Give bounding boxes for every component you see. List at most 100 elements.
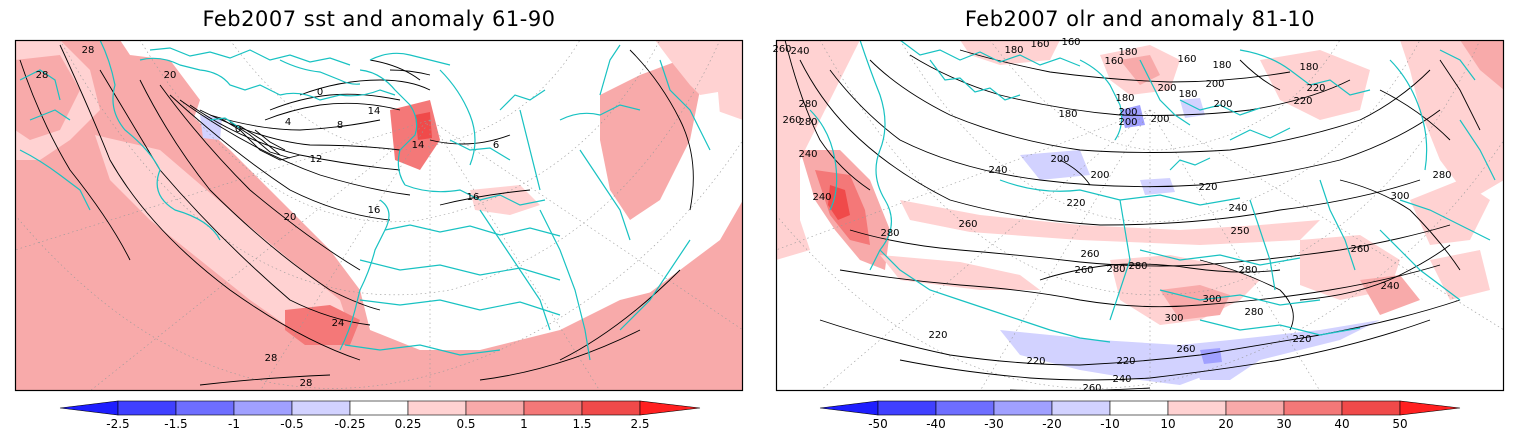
olr-contour-label: 240 [812, 192, 831, 203]
olr-contour-label: 260 [1074, 265, 1093, 276]
sst-map-frame [14, 39, 744, 392]
olr-map [776, 40, 1504, 391]
olr-graticule [776, 40, 1504, 391]
sst-colorbar: -2.5 -1.5 -1 -0.5 -0.25 0.25 0.5 1 1.5 2… [59, 400, 701, 430]
sst-contour-label: 0 [317, 87, 323, 98]
sst-colorbar-tick: 2.5 [630, 417, 649, 430]
olr-contour-label: 280 [1106, 264, 1125, 275]
olr-colorbar-bin [1051, 400, 1111, 416]
olr-contour-label: 220 [1066, 198, 1085, 209]
olr-contour-label: 180 [1299, 62, 1318, 73]
olr-contour-label: 180 [1118, 47, 1137, 58]
sst-colorbar-tick: -2.5 [106, 417, 129, 430]
olr-contour-label: 260 [1350, 244, 1369, 255]
olr-contour-label: 200 [1150, 114, 1169, 125]
olr-colorbar-bin [1225, 400, 1285, 416]
olr-contour-label: 240 [790, 46, 809, 57]
sst-contour-label: 8 [337, 120, 343, 131]
olr-colorbar-tick: -20 [1042, 417, 1062, 430]
sst-contour-label: 28 [265, 353, 278, 364]
olr-contour-label: 280 [880, 228, 899, 239]
olr-contour-label: 180 [1058, 109, 1077, 120]
olr-contour-label: 220 [1026, 356, 1045, 367]
sst-colorbar-bin [233, 400, 293, 416]
olr-contour-label: 240 [798, 149, 817, 160]
olr-contour-label: 180 [1178, 89, 1197, 100]
sst-colorbar-bin [349, 400, 409, 416]
sst-colorbar-max-arrow [639, 400, 701, 416]
olr-contour-label: 240 [1380, 281, 1399, 292]
left-panel-title: Feb2007 sst and anomaly 61-90 [202, 7, 556, 31]
olr-contour-label: 200 [1205, 79, 1224, 90]
olr-contour-label: 200 [1157, 83, 1176, 94]
olr-colorbar-tick: 40 [1334, 417, 1349, 430]
olr-colorbar-bin [1341, 400, 1401, 416]
sst-contour-label: 20 [284, 212, 297, 223]
olr-colorbar-bin [877, 400, 937, 416]
olr-colorbar-bin [935, 400, 995, 416]
olr-contour-label: 300 [1202, 294, 1221, 305]
olr-colorbar-bin [1109, 400, 1169, 416]
olr-contour-label: 220 [1306, 83, 1325, 94]
sst-colorbar-ticks: -2.5 -1.5 -1 -0.5 -0.25 0.25 0.5 1 1.5 2… [106, 417, 649, 430]
olr-map-frame [775, 39, 1505, 392]
sst-graticule [15, 40, 743, 391]
sst-colorbar-tick: 1.5 [572, 417, 591, 430]
olr-contour-label: 260 [958, 219, 977, 230]
olr-colorbar-tick: -40 [926, 417, 946, 430]
sst-anomaly-shading [15, 40, 743, 391]
sst-colorbar-tick: -0.25 [334, 417, 365, 430]
sst-contour-label: 28 [82, 45, 95, 56]
olr-contour-label: 180 [1004, 45, 1023, 56]
sst-map [15, 40, 743, 391]
sst-colorbar-bin [175, 400, 235, 416]
olr-colorbar-tick: 10 [1160, 417, 1175, 430]
olr-colorbar-tick: 50 [1392, 417, 1407, 430]
sst-colorbar-bin [581, 400, 641, 416]
sst-contour-label: 16 [467, 192, 480, 203]
sst-contour-label: 20 [164, 70, 177, 81]
olr-contour-label: 300 [1390, 191, 1409, 202]
olr-contour-label: 280 [1128, 261, 1147, 272]
olr-contour-label: 280 [1244, 307, 1263, 318]
olr-contour-label: 160 [1061, 37, 1080, 48]
olr-colorbar-bin [993, 400, 1053, 416]
olr-colorbar-tick: -50 [868, 417, 888, 430]
sst-coastlines [19, 40, 711, 361]
sst-colorbar-min-arrow [59, 400, 119, 416]
olr-contour-label: 200 [1050, 154, 1069, 165]
olr-contour-label: 200 [1090, 170, 1109, 181]
olr-contour-label: 160 [1030, 39, 1049, 50]
olr-contour-label: 280 [798, 99, 817, 110]
olr-contour-label: 260 [1176, 344, 1195, 355]
olr-contour-label: 260 [782, 115, 801, 126]
olr-contour-label: 220 [1292, 334, 1311, 345]
sst-contour-label: 24 [332, 318, 345, 329]
sst-colorbar-bin [291, 400, 351, 416]
olr-colorbar-tick: 30 [1276, 417, 1291, 430]
olr-colorbar-tick: 20 [1218, 417, 1233, 430]
olr-contour-label: 280 [798, 117, 817, 128]
olr-contour-label: 260 [1082, 383, 1101, 394]
olr-colorbar-ticks: -50 -40 -30 -20 -10 10 20 30 40 50 [868, 417, 1407, 430]
olr-colorbar-min-arrow [819, 400, 879, 416]
olr-contour-label: 200 [1213, 99, 1232, 110]
olr-contour-label: 220 [1116, 356, 1135, 367]
olr-contour-label: 220 [928, 330, 947, 341]
olr-contour-label: 180 [1212, 60, 1231, 71]
olr-contour-label: 200 [1118, 117, 1137, 128]
right-panel-title: Feb2007 olr and anomaly 81-10 [964, 7, 1316, 31]
olr-contour-label: 260 [1080, 249, 1099, 260]
olr-contour-label: 280 [1238, 265, 1257, 276]
olr-contour-label: 240 [988, 165, 1007, 176]
olr-contour-label: 220 [1198, 182, 1217, 193]
olr-contour-label: 250 [1230, 226, 1249, 237]
olr-contour-label: 160 [1104, 56, 1123, 67]
olr-coastlines [809, 40, 1496, 343]
sst-colorbar-tick: -0.5 [280, 417, 303, 430]
sst-contour-label: 0 [235, 124, 241, 135]
olr-contour-label: 280 [1432, 170, 1451, 181]
sst-contour-labels: 28 28 20 0 4 0 8 12 14 14 6 16 16 20 24 … [36, 45, 500, 389]
olr-contour-label: 240 [1112, 374, 1131, 385]
